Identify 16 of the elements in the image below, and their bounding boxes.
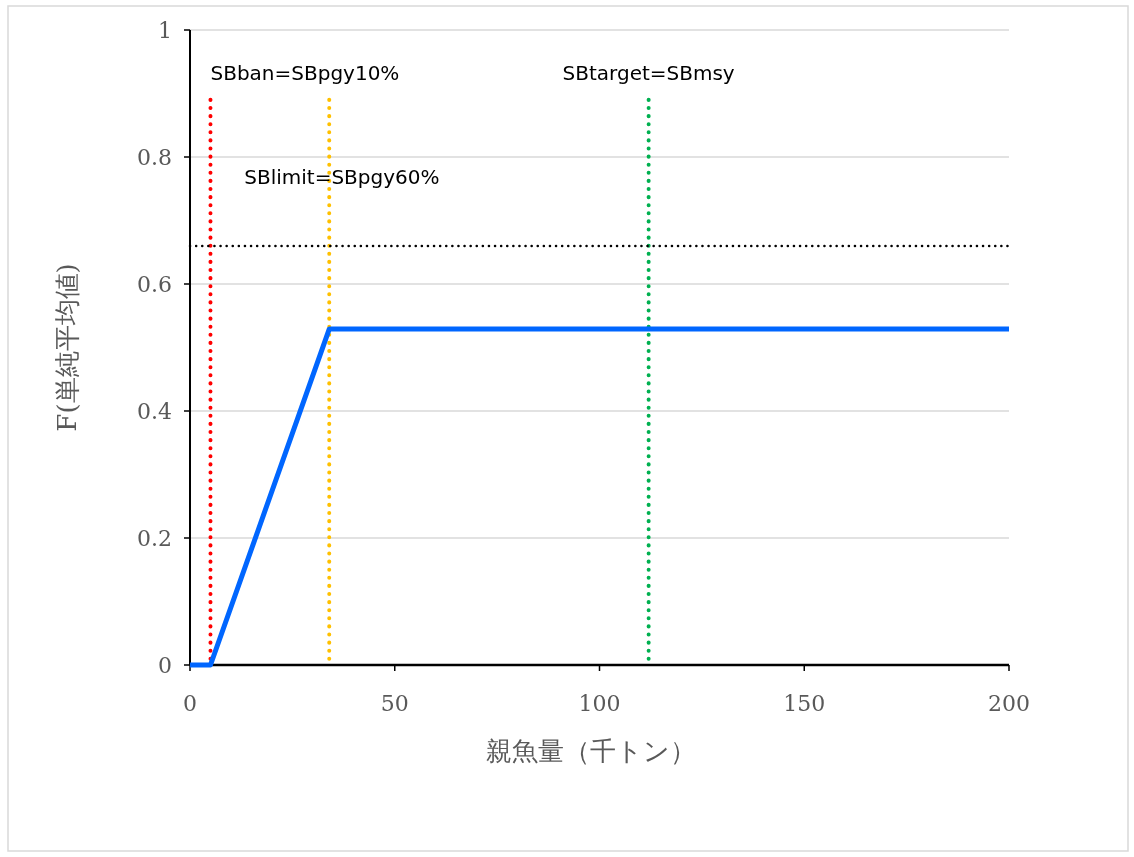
y-tick-label: 0.6 — [137, 272, 172, 297]
y-tick-label: 1 — [158, 18, 172, 43]
x-tick-label: 50 — [380, 691, 409, 716]
x-tick-label: 0 — [183, 691, 197, 716]
x-tick-label: 200 — [988, 691, 1030, 716]
ref-line-label: SBtarget=SBmsy — [562, 60, 735, 85]
x-tick-label: 150 — [783, 691, 826, 716]
y-axis-title: F(単純平均値) — [52, 263, 82, 432]
ref-line-label: SBlimit=SBpgy60% — [244, 164, 440, 189]
x-axis-title: 親魚量（千トン） — [485, 736, 696, 766]
y-tick-label: 0.2 — [137, 526, 172, 551]
y-tick-label: 0 — [158, 653, 172, 678]
y-tick-label: 0.8 — [137, 145, 172, 170]
y-tick-label: 0.4 — [137, 399, 172, 424]
x-tick-label: 100 — [578, 691, 621, 716]
ref-line-label: SBban=SBpgy10% — [210, 60, 400, 85]
